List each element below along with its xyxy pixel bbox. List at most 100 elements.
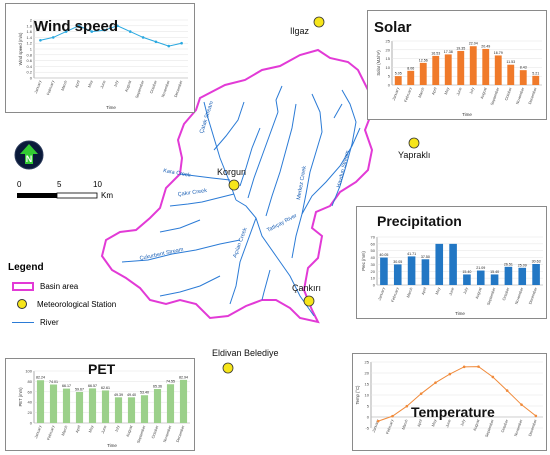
chart-svg: 00.20.40.60.811.21.41.61.82 Wind speed (m… — [18, 18, 188, 110]
x-tick-label: May — [444, 87, 450, 95]
data-label: 15.40 — [462, 270, 471, 274]
x-tick-label: July — [114, 425, 120, 433]
data-label: 62.61 — [101, 386, 110, 390]
river-cukurbent — [121, 239, 241, 263]
bar — [449, 243, 457, 285]
bar — [179, 379, 188, 423]
series-line — [378, 366, 537, 422]
y-tick-label: 80 — [28, 379, 33, 384]
river-trib-9 — [213, 101, 245, 151]
data-label: 65.36 — [153, 385, 162, 389]
x-tick-label: November — [163, 424, 173, 443]
x-tick-label: May — [87, 80, 93, 88]
x-tick-label: November — [161, 79, 171, 98]
scale-unit: Km — [101, 191, 113, 200]
y-tick-label: 10 — [371, 276, 376, 281]
data-point — [405, 404, 409, 408]
x-tick-label: May — [431, 419, 437, 427]
river-trib-2 — [247, 111, 279, 199]
y-tick-label: -5 — [365, 426, 369, 431]
data-label: 74.55 — [166, 380, 175, 384]
x-tick-label: June — [100, 80, 107, 89]
data-label: 19.35 — [456, 46, 465, 50]
bar — [140, 395, 149, 423]
x-tick-label: September — [485, 418, 495, 438]
legend-item-river: River — [12, 316, 59, 328]
station-marker-ilgaz — [313, 16, 325, 28]
bar — [62, 388, 71, 423]
x-tick-label: April — [417, 419, 423, 428]
x-tick-label: February — [385, 419, 394, 435]
river-trib-1 — [239, 127, 261, 187]
map-legend: Legend Basin area Meteorological Station… — [8, 262, 178, 357]
x-tick-label: January — [34, 425, 42, 439]
data-label: 49.40 — [127, 393, 136, 397]
x-tick-label: December — [528, 286, 538, 305]
data-label: 8.06 — [407, 66, 414, 70]
bar — [49, 384, 58, 423]
x-tick-label: January — [377, 287, 385, 301]
data-point — [419, 392, 423, 395]
data-label: 12.56 — [419, 58, 428, 62]
y-axis-label: Prec (mm) — [361, 251, 366, 271]
y-tick-label: 1.2 — [26, 41, 32, 46]
x-tick-label: October — [151, 424, 160, 439]
data-point — [64, 30, 68, 33]
river-trib-6 — [159, 275, 221, 297]
river-trib-8 — [333, 103, 343, 119]
station-label-yaprakli: Yapraklı — [398, 150, 431, 160]
data-point — [462, 365, 466, 369]
x-tick-label: July — [460, 419, 466, 427]
x-tick-label: September — [486, 286, 496, 306]
y-tick-label: 5 — [388, 74, 391, 79]
y-axis-label: Solar (MJ/m²) — [376, 50, 381, 76]
bar — [482, 48, 490, 85]
x-tick-label: April — [74, 80, 80, 89]
data-point — [103, 28, 106, 32]
data-label: 25.09 — [518, 263, 527, 267]
data-point — [505, 389, 509, 392]
bar — [380, 257, 388, 285]
station-marker-cankiri — [303, 295, 315, 307]
scale-label-5: 5 — [57, 180, 62, 189]
data-point — [128, 30, 132, 33]
data-point — [520, 403, 523, 406]
river-tatlicay — [291, 127, 361, 259]
bar — [432, 55, 440, 85]
data-label: 82.94 — [179, 375, 188, 379]
svg-text:N: N — [26, 154, 33, 164]
y-axis-label: Temp (°C) — [355, 385, 360, 404]
bar — [476, 270, 485, 285]
data-point — [534, 414, 538, 418]
x-tick-label: April — [75, 425, 81, 434]
river-acilan — [229, 217, 257, 305]
river-trib-3 — [265, 103, 297, 217]
y-tick-label: 0 — [30, 76, 33, 81]
data-point — [167, 44, 171, 48]
station-marker-eldivan — [222, 362, 234, 374]
y-axis-label: PET (mm) — [18, 387, 23, 407]
bar — [494, 55, 502, 85]
data-label: 15.40 — [490, 270, 499, 274]
river-havdun — [331, 89, 357, 207]
y-tick-label: 15 — [365, 382, 370, 387]
station-label-ilgaz: Ilgaz — [290, 26, 310, 36]
x-tick-label: September — [490, 86, 500, 106]
data-label: 40.05 — [379, 253, 388, 257]
data-label: 5.21 — [532, 71, 539, 75]
scale-label-0: 0 — [17, 180, 22, 189]
solar-title: Solar — [374, 19, 412, 36]
x-tick-label: March — [61, 425, 68, 436]
pet-chart: 0 20 40 60 80 100 PET (mm) Time January February M… — [5, 358, 195, 451]
river-cakir — [169, 193, 235, 207]
bar — [393, 264, 402, 285]
data-point — [477, 365, 480, 368]
y-tick-label: 5 — [367, 404, 370, 409]
bar — [75, 391, 84, 423]
x-tick-label: December — [528, 86, 538, 105]
data-label: 11.53 — [506, 60, 515, 64]
data-point — [154, 40, 158, 44]
river-trib-7 — [261, 269, 271, 301]
y-tick-label: 25 — [386, 39, 391, 44]
